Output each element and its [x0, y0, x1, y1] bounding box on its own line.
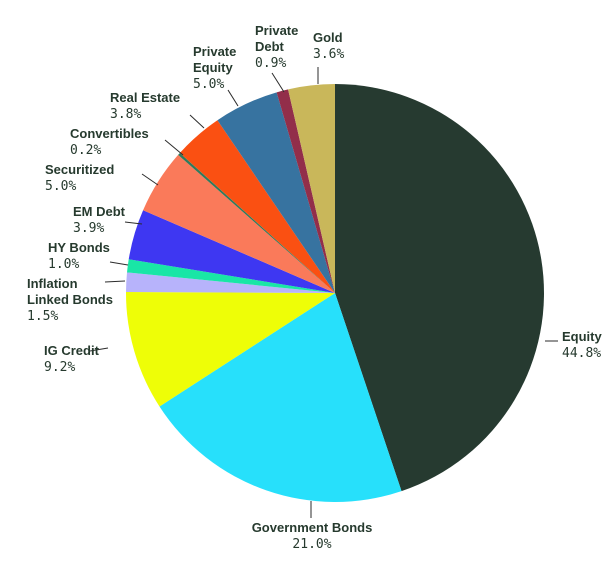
slice-labels: Equity 44.8% Government Bonds 21.0% IG Credi…: [27, 23, 602, 552]
slice-label: Inflation Linked Bonds 1.5%: [27, 276, 113, 324]
slice-label: EM Debt 3.9%: [73, 204, 126, 236]
slice-label-name: Equity: [562, 329, 602, 344]
slice-label-name: Real Estate: [110, 90, 180, 105]
pie-slice-em-debt: [128, 210, 335, 293]
slice-label-value: 0.9%: [255, 56, 286, 71]
pie-slices: [125, 84, 544, 502]
slice-label-name: Debt: [255, 39, 285, 54]
slice-label-value: 1.5%: [27, 309, 58, 324]
pie-slice-hy-bonds: [127, 259, 336, 293]
slice-label-name: Gold: [313, 30, 343, 45]
leader-line: [189, 114, 205, 129]
leader-line: [227, 89, 239, 107]
slice-label-value: 5.0%: [193, 77, 224, 92]
leader-line: [141, 173, 159, 186]
pie-slice-convertibles: [178, 152, 335, 293]
leader-line: [271, 72, 285, 93]
leader-line: [104, 280, 126, 283]
slice-label-value: 21.0%: [292, 537, 331, 552]
slice-label-name: Government Bonds: [252, 520, 373, 535]
pie-slice-private-debt: [276, 89, 335, 293]
pie-slice-government-bonds: [159, 293, 402, 502]
slice-label: Equity 44.8%: [562, 329, 602, 361]
slice-label-name: Equity: [193, 60, 233, 75]
pie-slice-ig-credit: [125, 292, 335, 407]
slice-label-name: Convertibles: [70, 126, 149, 141]
pie-slice-private-equity: [217, 92, 335, 293]
leader-line: [109, 261, 129, 266]
slice-label: Gold 3.6%: [313, 30, 344, 62]
slice-label: Government Bonds 21.0%: [252, 520, 373, 552]
slice-label-value: 44.8%: [562, 346, 601, 361]
pie-slice-inflation-linked-bonds: [126, 272, 335, 293]
slice-label-value: 3.8%: [110, 107, 141, 122]
slice-label-value: 0.2%: [70, 143, 101, 158]
pie-slice-real-estate: [179, 120, 335, 294]
slice-label: Private Debt 0.9%: [255, 23, 298, 71]
leader-line: [89, 347, 109, 352]
slice-label-name: Securitized: [45, 162, 114, 177]
slice-label-name: Private: [255, 23, 298, 38]
slice-label: Real Estate 3.8%: [110, 90, 180, 122]
slice-label-value: 3.9%: [73, 221, 104, 236]
slice-label: Securitized 5.0%: [45, 162, 114, 194]
pie-slice-securitized: [143, 154, 335, 293]
slice-label-name: Private: [193, 44, 236, 59]
pie-slice-equity: [335, 84, 544, 492]
slice-label: HY Bonds 1.0%: [48, 240, 110, 272]
slice-label-value: 1.0%: [48, 257, 79, 272]
leader-line: [164, 139, 184, 156]
slice-label-name: Inflation: [27, 276, 78, 291]
leader-line: [124, 221, 143, 225]
slice-label-name: IG Credit: [44, 343, 100, 358]
slice-label-value: 3.6%: [313, 47, 344, 62]
pie-slice-gold: [288, 84, 335, 293]
slice-label: Private Equity 5.0%: [193, 44, 236, 92]
slice-label-value: 5.0%: [45, 179, 76, 194]
slice-label: Convertibles 0.2%: [70, 126, 149, 158]
leader-lines: [89, 67, 558, 518]
slice-label-name: Linked Bonds: [27, 292, 113, 307]
slice-label-value: 9.2%: [44, 360, 75, 375]
slice-label: IG Credit 9.2%: [44, 343, 100, 375]
slice-label-name: HY Bonds: [48, 240, 110, 255]
slice-label-name: EM Debt: [73, 204, 126, 219]
